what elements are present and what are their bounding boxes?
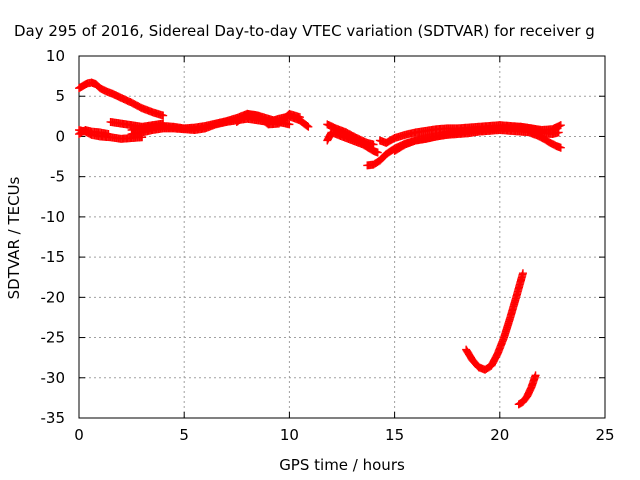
x-tick-label: 0 [74,426,84,444]
y-tick-label: -10 [41,208,66,226]
data-markers [75,78,565,409]
data-point [304,122,313,131]
data-point [104,130,113,139]
series-arc-15 [514,371,540,409]
axis-ticks: 0 5 10 15 20 25 10 5 0 -5 -10 -15 -20 -25 -30 -35 [41,47,615,444]
y-tick-label: 0 [55,127,65,145]
plot-frame [78,55,606,419]
y-tick-label: 5 [55,87,65,105]
series-arc-1 [75,78,168,120]
series-arc-13 [527,129,565,152]
data-point [285,120,294,129]
y-tick-label: -25 [41,329,66,347]
y-tick-label: -5 [50,168,65,186]
data-point [295,113,304,122]
x-tick-label: 10 [280,426,299,444]
series-arc-3 [75,126,113,139]
data-point [556,143,565,152]
x-axis-label: GPS time / hours [279,456,405,474]
data-point [303,121,312,130]
series-arc-9 [323,120,378,149]
x-tick-label: 5 [179,426,189,444]
y-tick-label: -35 [41,409,66,427]
data-point [369,140,378,149]
data-point [531,371,540,380]
series-arc-12 [390,122,546,155]
x-tick-label: 15 [385,426,404,444]
x-tick-label: 20 [490,426,509,444]
data-point [556,121,565,130]
y-axis-label: SDTVAR / TECUs [5,176,23,299]
series-arc-14 [462,269,527,374]
chart-title: Day 295 of 2016, Sidereal Day-to-day VTE… [14,22,595,40]
y-tick-label: -15 [41,248,66,266]
data-point [518,269,527,278]
x-tick-label: 25 [595,426,614,444]
y-tick-label: -30 [41,369,66,387]
y-tick-label: -20 [41,288,66,306]
data-point [159,111,168,120]
data-point [373,148,382,157]
series-arc-7 [232,109,304,129]
y-tick-label: 10 [46,47,65,65]
